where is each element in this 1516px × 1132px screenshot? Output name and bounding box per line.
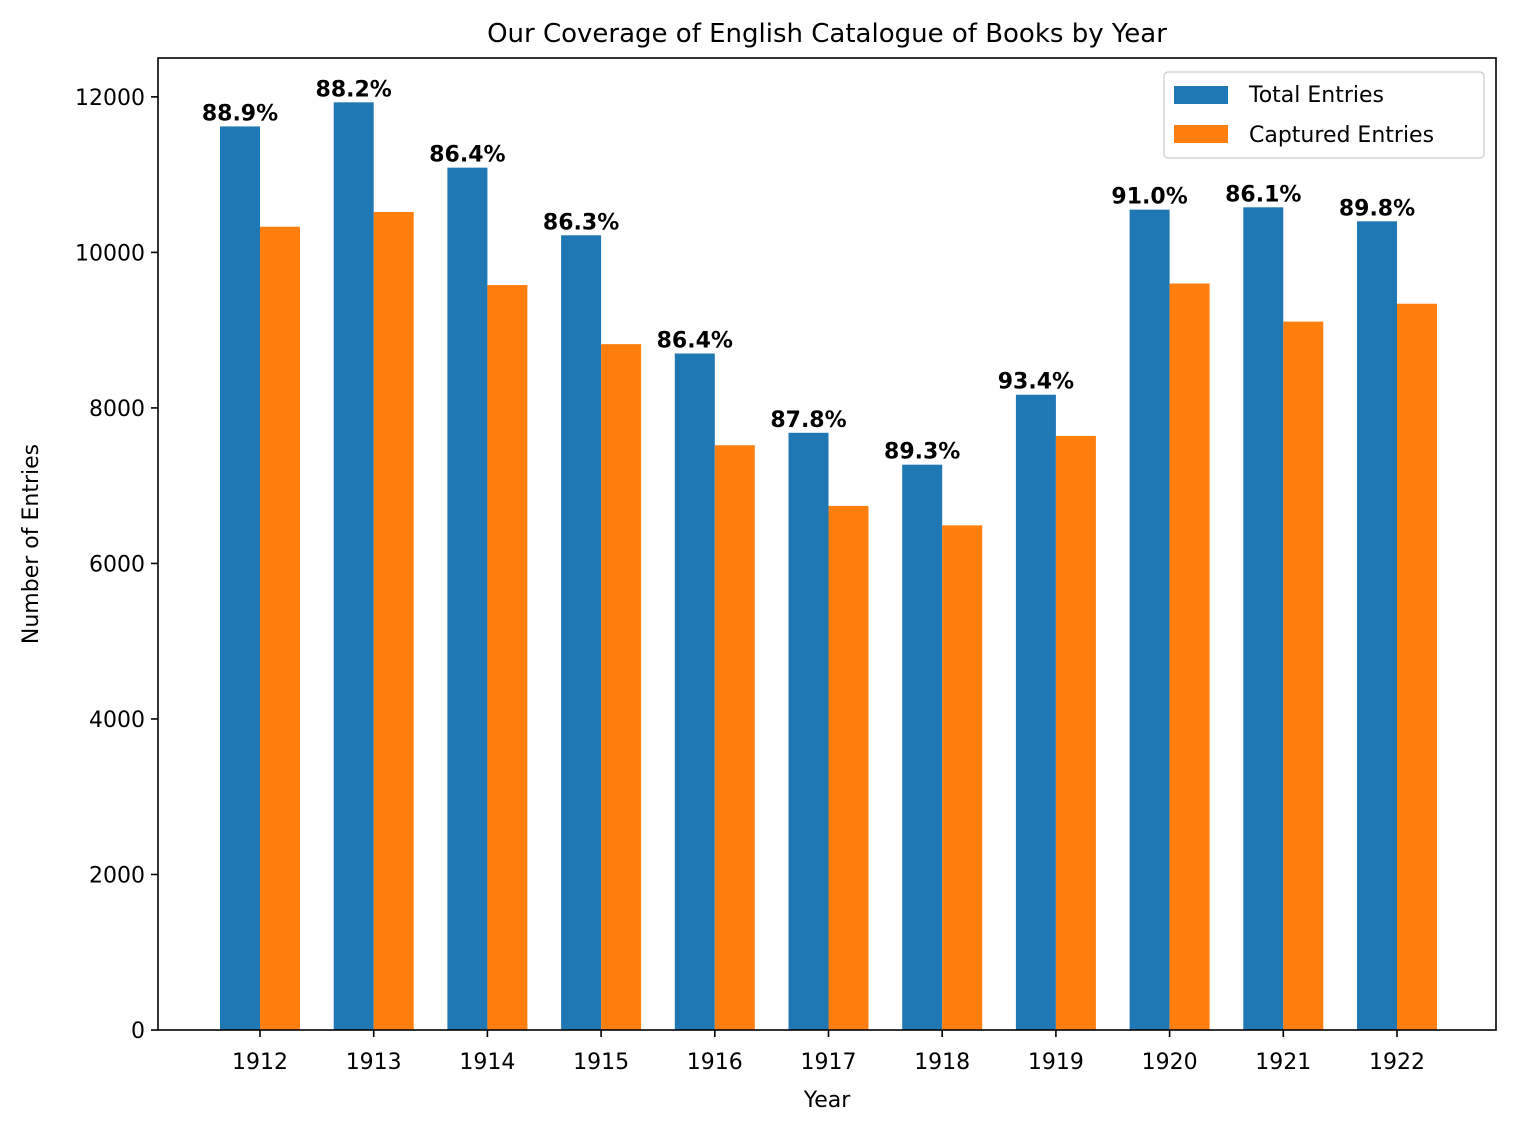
bar-total-entries bbox=[1357, 221, 1397, 1030]
data-label-coverage: 88.9% bbox=[202, 101, 278, 126]
bar-captured-entries bbox=[1397, 303, 1437, 1031]
x-tick-label: 1915 bbox=[573, 1050, 629, 1075]
legend-label-total-entries: Total Entries bbox=[1248, 83, 1384, 108]
x-tick-label: 1913 bbox=[346, 1050, 402, 1075]
data-label-coverage: 86.3% bbox=[543, 210, 619, 235]
x-tick-label: 1921 bbox=[1255, 1050, 1311, 1075]
legend-frame bbox=[1163, 71, 1485, 159]
x-tick-label: 1919 bbox=[1028, 1050, 1084, 1075]
data-label-coverage: 86.4% bbox=[429, 143, 505, 168]
y-tick-label: 12000 bbox=[75, 86, 145, 111]
bar-captured-entries bbox=[714, 445, 755, 1030]
y-tick-label: 2000 bbox=[89, 863, 145, 888]
plot-area: 0 2000 4000 6000 8000 10000 12000 1912 88.9% 1913… bbox=[75, 77, 1437, 1075]
bar-captured-entries bbox=[942, 525, 983, 1030]
legend-swatch-captured-entries bbox=[1174, 125, 1228, 143]
y-tick-label: 0 bbox=[131, 1019, 145, 1044]
y-tick-label: 8000 bbox=[89, 397, 145, 422]
x-tick-label: 1918 bbox=[914, 1050, 970, 1075]
x-tick-label: 1917 bbox=[801, 1050, 857, 1075]
data-label-coverage: 88.2% bbox=[316, 77, 392, 102]
bar-total-entries bbox=[447, 167, 488, 1030]
bar-total-entries bbox=[1015, 394, 1056, 1030]
data-label-coverage: 93.4% bbox=[998, 370, 1074, 395]
y-axis-label: Number of Entries bbox=[19, 444, 44, 644]
bar-captured-entries bbox=[1283, 321, 1324, 1030]
legend-label-captured-entries: Captured Entries bbox=[1249, 123, 1434, 148]
bar-total-entries bbox=[561, 235, 602, 1031]
x-tick-label: 1920 bbox=[1142, 1050, 1198, 1075]
x-tick-label: 1914 bbox=[459, 1050, 515, 1075]
data-label-coverage: 89.3% bbox=[884, 440, 960, 465]
bar-captured-entries bbox=[828, 505, 869, 1031]
bar-captured-entries bbox=[1169, 283, 1210, 1030]
bar-total-entries bbox=[788, 432, 829, 1030]
x-tick-label: 1912 bbox=[232, 1050, 288, 1075]
bar-total-entries bbox=[674, 353, 715, 1030]
bar-captured-entries bbox=[1055, 435, 1096, 1031]
x-axis-label: Year bbox=[803, 1088, 852, 1113]
legend: Total Entries Captured Entries bbox=[1163, 71, 1485, 159]
x-tick-label: 1922 bbox=[1369, 1050, 1425, 1075]
bar-total-entries bbox=[1129, 209, 1170, 1030]
bar-captured-entries bbox=[601, 344, 642, 1030]
bar-captured-entries bbox=[373, 211, 414, 1031]
bar-captured-entries bbox=[487, 285, 528, 1030]
data-label-coverage: 87.8% bbox=[770, 408, 846, 433]
axes-frame bbox=[157, 57, 1497, 1031]
y-tick-label: 10000 bbox=[75, 241, 145, 266]
x-tick-label: 1916 bbox=[687, 1050, 743, 1075]
data-label-coverage: 86.4% bbox=[657, 328, 733, 353]
bar-total-entries bbox=[1243, 207, 1284, 1030]
y-tick-label: 4000 bbox=[89, 708, 145, 733]
y-tick-label: 6000 bbox=[89, 552, 145, 577]
chart-title: Our Coverage of English Catalogue of Boo… bbox=[487, 19, 1167, 49]
legend-swatch-total-entries bbox=[1174, 86, 1228, 104]
bar-total-entries bbox=[220, 126, 260, 1030]
data-label-coverage: 89.8% bbox=[1339, 196, 1415, 221]
data-label-coverage: 91.0% bbox=[1111, 185, 1187, 210]
bar-captured-entries bbox=[260, 226, 300, 1030]
data-label-coverage: 86.1% bbox=[1225, 182, 1301, 207]
bar-total-entries bbox=[333, 102, 374, 1031]
bar-total-entries bbox=[902, 464, 943, 1030]
